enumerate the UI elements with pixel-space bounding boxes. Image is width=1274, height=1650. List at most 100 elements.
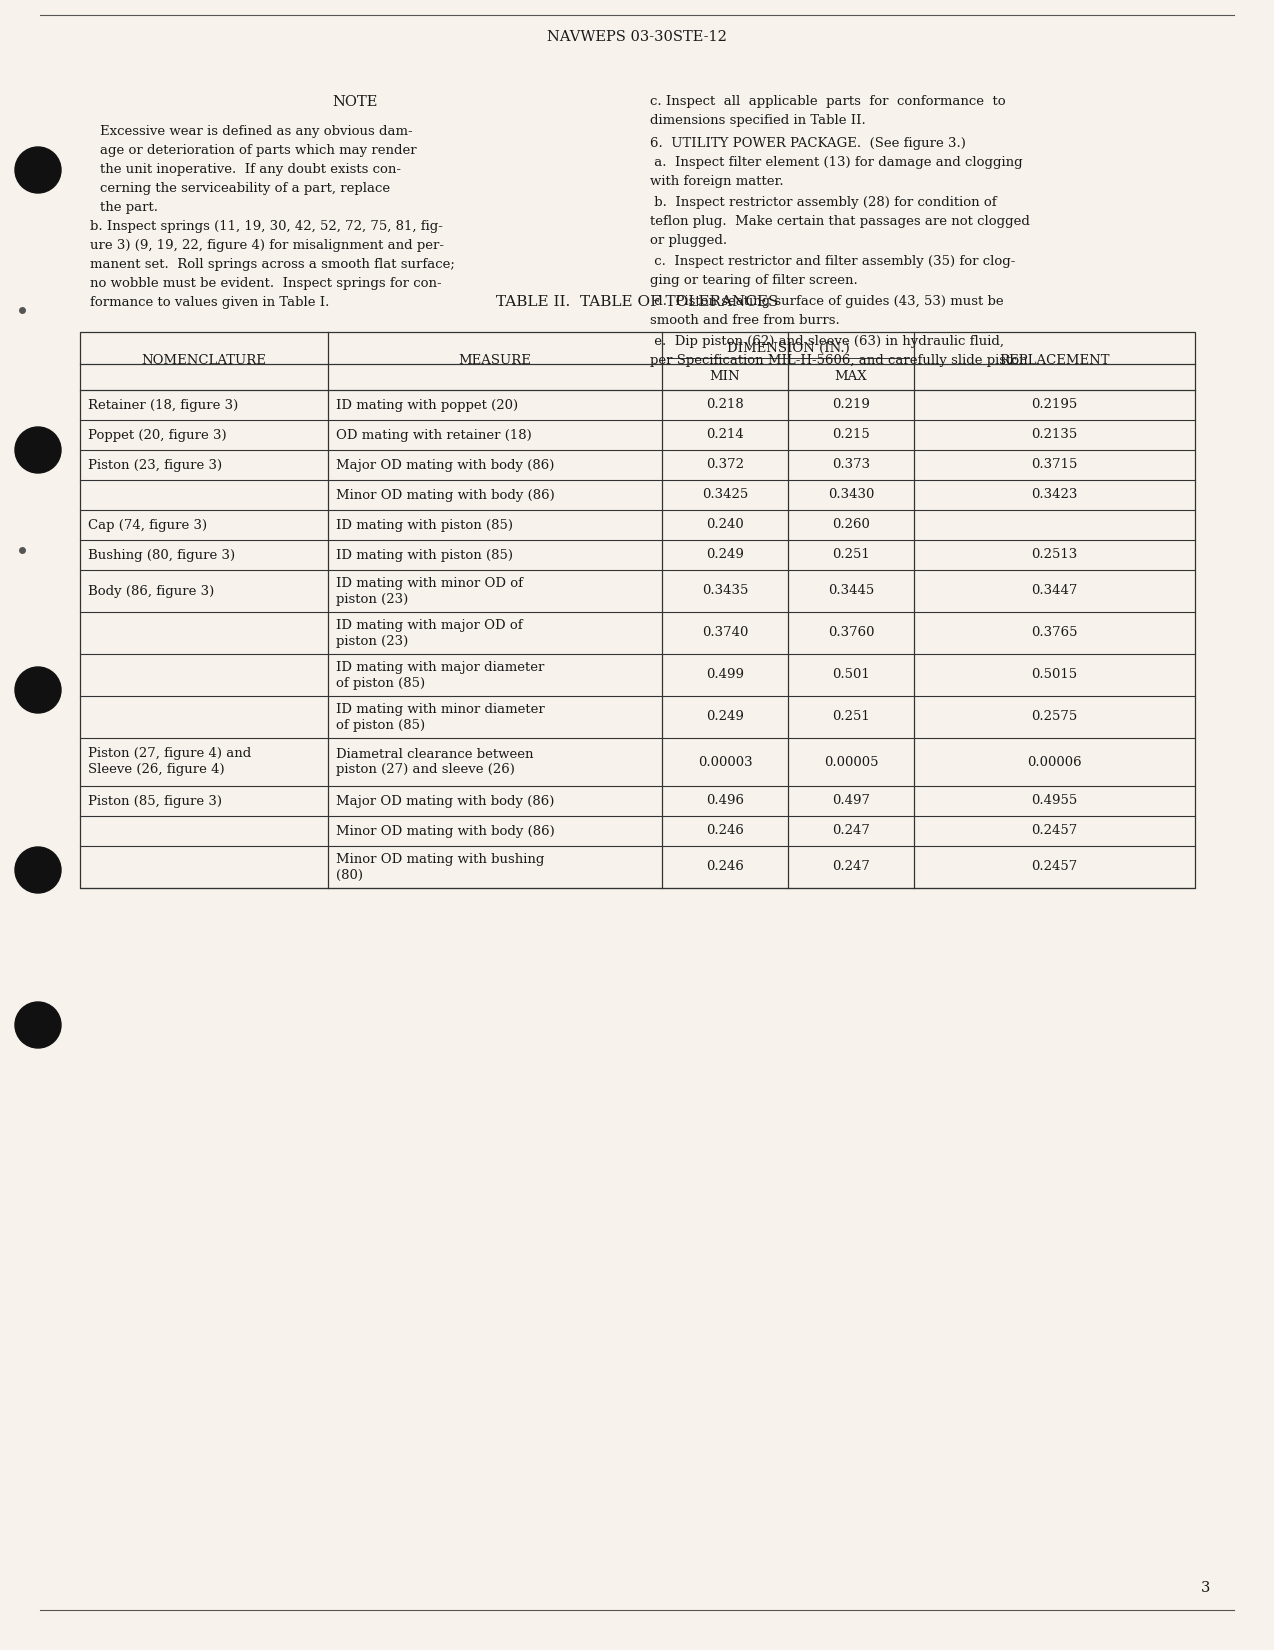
Text: formance to values given in Table I.: formance to values given in Table I. [90,295,330,309]
Text: piston (23): piston (23) [335,592,408,606]
Circle shape [15,846,61,893]
Text: ID mating with poppet (20): ID mating with poppet (20) [335,399,517,411]
Text: Poppet (20, figure 3): Poppet (20, figure 3) [88,429,227,442]
Text: 0.3425: 0.3425 [702,488,748,502]
Text: Piston (85, figure 3): Piston (85, figure 3) [88,795,222,807]
Text: 0.372: 0.372 [706,459,744,472]
Text: 0.3423: 0.3423 [1032,488,1078,502]
Text: 0.2135: 0.2135 [1032,429,1078,442]
Text: no wobble must be evident.  Inspect springs for con-: no wobble must be evident. Inspect sprin… [90,277,442,290]
Circle shape [15,147,61,193]
Circle shape [15,667,61,713]
Text: NOMENCLATURE: NOMENCLATURE [141,355,266,368]
Text: dimensions specified in Table II.: dimensions specified in Table II. [650,114,866,127]
Text: 0.3740: 0.3740 [702,627,748,640]
Text: NOTE: NOTE [333,96,377,109]
Text: piston (27) and sleeve (26): piston (27) and sleeve (26) [335,764,515,777]
Text: or plugged.: or plugged. [650,234,727,248]
Text: Bushing (80, figure 3): Bushing (80, figure 3) [88,548,236,561]
Text: Major OD mating with body (86): Major OD mating with body (86) [335,795,554,807]
Text: 0.3715: 0.3715 [1032,459,1078,472]
Text: Minor OD mating with body (86): Minor OD mating with body (86) [335,825,554,838]
Text: teflon plug.  Make certain that passages are not clogged: teflon plug. Make certain that passages … [650,214,1029,228]
Text: Excessive wear is defined as any obvious dam-: Excessive wear is defined as any obvious… [99,125,413,139]
Text: REPLACEMENT: REPLACEMENT [999,355,1110,368]
Text: 0.00005: 0.00005 [824,756,878,769]
Text: 0.3760: 0.3760 [828,627,874,640]
Text: TABLE II.  TABLE OF TOLERANCES: TABLE II. TABLE OF TOLERANCES [496,295,778,309]
Text: Piston (27, figure 4) and: Piston (27, figure 4) and [88,747,251,761]
Text: 0.218: 0.218 [706,399,744,411]
Text: 0.247: 0.247 [832,825,870,838]
Text: 0.496: 0.496 [706,795,744,807]
Text: NAVWEPS 03-30STE-12: NAVWEPS 03-30STE-12 [547,30,727,45]
Text: 0.499: 0.499 [706,668,744,681]
Text: Minor OD mating with body (86): Minor OD mating with body (86) [335,488,554,502]
Text: b. Inspect springs (11, 19, 30, 42, 52, 72, 75, 81, fig-: b. Inspect springs (11, 19, 30, 42, 52, … [90,219,443,233]
Text: 0.3447: 0.3447 [1032,584,1078,597]
Text: DIMENSION (IN.): DIMENSION (IN.) [726,342,850,355]
Text: Cap (74, figure 3): Cap (74, figure 3) [88,518,208,531]
Text: ure 3) (9, 19, 22, figure 4) for misalignment and per-: ure 3) (9, 19, 22, figure 4) for misalig… [90,239,445,252]
Text: ID mating with major OD of: ID mating with major OD of [335,619,522,632]
Circle shape [15,427,61,474]
Text: 0.2513: 0.2513 [1032,548,1078,561]
Text: MAX: MAX [834,371,868,383]
Text: 0.5015: 0.5015 [1032,668,1078,681]
Text: Diametral clearance between: Diametral clearance between [335,747,533,761]
Text: with foreign matter.: with foreign matter. [650,175,784,188]
Text: of piston (85): of piston (85) [335,718,424,731]
Text: Retainer (18, figure 3): Retainer (18, figure 3) [88,399,238,411]
Text: 3: 3 [1200,1581,1210,1596]
Text: 0.246: 0.246 [706,861,744,873]
Text: MIN: MIN [710,371,740,383]
Text: 0.3435: 0.3435 [702,584,748,597]
Text: 0.2457: 0.2457 [1032,861,1078,873]
Text: ID mating with piston (85): ID mating with piston (85) [335,518,512,531]
Text: 0.215: 0.215 [832,429,870,442]
Text: ID mating with major diameter: ID mating with major diameter [335,660,544,673]
Text: ID mating with piston (85): ID mating with piston (85) [335,548,512,561]
Text: Sleeve (26, figure 4): Sleeve (26, figure 4) [88,764,224,777]
Text: (80): (80) [335,868,363,881]
Bar [80,332,1195,888]
Text: 0.246: 0.246 [706,825,744,838]
Text: c.  Inspect restrictor and filter assembly (35) for clog-: c. Inspect restrictor and filter assembl… [650,256,1015,267]
Text: of piston (85): of piston (85) [335,676,424,690]
Text: 0.2195: 0.2195 [1032,399,1078,411]
Text: 0.3445: 0.3445 [828,584,874,597]
Text: 0.219: 0.219 [832,399,870,411]
Text: ging or tearing of filter screen.: ging or tearing of filter screen. [650,274,857,287]
Text: Major OD mating with body (86): Major OD mating with body (86) [335,459,554,472]
Text: d.  Piston seating surface of guides (43, 53) must be: d. Piston seating surface of guides (43,… [650,295,1004,309]
Text: cerning the serviceability of a part, replace: cerning the serviceability of a part, re… [99,182,390,195]
Text: ID mating with minor diameter: ID mating with minor diameter [335,703,544,716]
Text: ID mating with minor OD of: ID mating with minor OD of [335,576,522,589]
Text: per Specification MIL-H-5606, and carefully slide piston: per Specification MIL-H-5606, and carefu… [650,355,1028,366]
Circle shape [15,1002,61,1048]
Text: 0.240: 0.240 [706,518,744,531]
Text: OD mating with retainer (18): OD mating with retainer (18) [335,429,531,442]
Text: the part.: the part. [99,201,158,214]
Text: manent set.  Roll springs across a smooth flat surface;: manent set. Roll springs across a smooth… [90,257,455,271]
Text: 0.373: 0.373 [832,459,870,472]
Text: 0.2457: 0.2457 [1032,825,1078,838]
Text: c. Inspect  all  applicable  parts  for  conformance  to: c. Inspect all applicable parts for conf… [650,96,1005,107]
Text: 0.3430: 0.3430 [828,488,874,502]
Text: smooth and free from burrs.: smooth and free from burrs. [650,314,840,327]
Text: Piston (23, figure 3): Piston (23, figure 3) [88,459,222,472]
Text: e.  Dip piston (62) and sleeve (63) in hydraulic fluid,: e. Dip piston (62) and sleeve (63) in hy… [650,335,1004,348]
Text: 0.260: 0.260 [832,518,870,531]
Text: 0.251: 0.251 [832,548,870,561]
Text: 6.  UTILITY POWER PACKAGE.  (See figure 3.): 6. UTILITY POWER PACKAGE. (See figure 3.… [650,137,966,150]
Text: b.  Inspect restrictor assembly (28) for condition of: b. Inspect restrictor assembly (28) for … [650,196,996,210]
Text: 0.497: 0.497 [832,795,870,807]
Text: a.  Inspect filter element (13) for damage and clogging: a. Inspect filter element (13) for damag… [650,157,1023,168]
Text: 0.247: 0.247 [832,861,870,873]
Text: the unit inoperative.  If any doubt exists con-: the unit inoperative. If any doubt exist… [99,163,401,177]
Text: 0.00006: 0.00006 [1027,756,1082,769]
Text: age or deterioration of parts which may render: age or deterioration of parts which may … [99,144,417,157]
Text: MEASURE: MEASURE [459,355,531,368]
Text: 0.251: 0.251 [832,711,870,723]
Text: 0.249: 0.249 [706,548,744,561]
